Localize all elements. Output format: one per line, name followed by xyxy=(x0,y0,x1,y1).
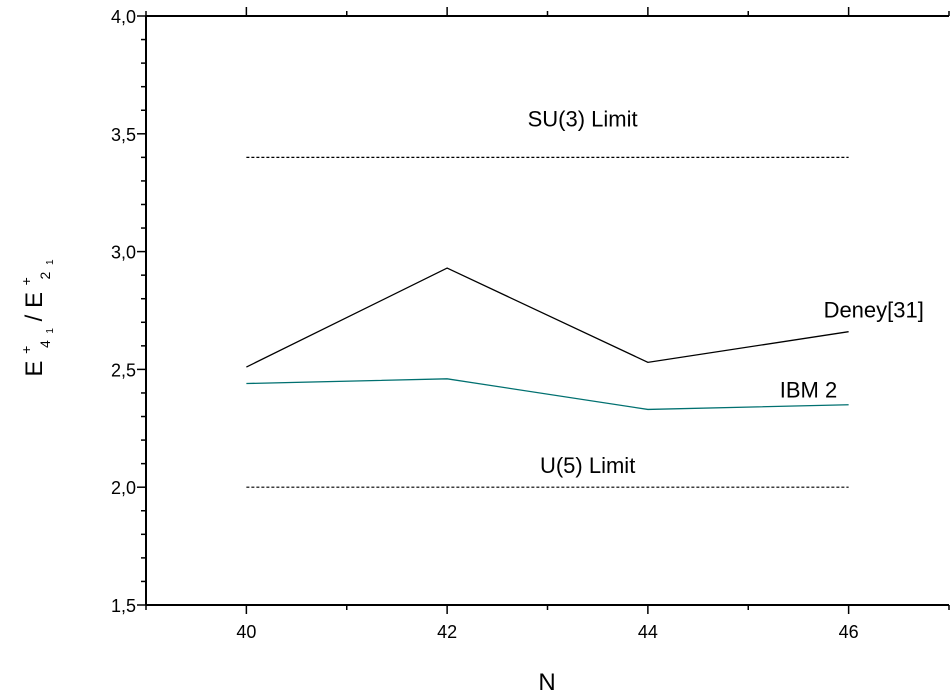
y-axis-ticks: 1,5 2,0 2,5 3,0 3,5 4,0 xyxy=(111,7,146,616)
series-line-deney-31 xyxy=(246,267,849,368)
y-title-e-den: / E xyxy=(21,292,48,321)
y-title-subsub-num: 1 xyxy=(45,328,56,334)
annotations: SU(3) Limit Deney[31] IBM 2 U(5) Limit xyxy=(528,107,924,478)
y-tick-label: 3,5 xyxy=(111,125,136,145)
annotation-label: U(5) Limit xyxy=(540,453,635,478)
y-axis-title: E + 4 1 / E + 2 1 xyxy=(10,259,59,377)
y-title-sub-den: 2 xyxy=(37,271,53,279)
y-title-sub-num: 4 xyxy=(37,340,53,348)
y-title-sup-den: + xyxy=(18,277,34,285)
x-axis-title: N xyxy=(538,669,555,696)
x-axis-ticks: 40 42 44 46 xyxy=(145,7,950,642)
y-title-sup-num: + xyxy=(18,346,34,354)
y-title-subsub-den: 1 xyxy=(45,259,56,265)
x-tick-label: 40 xyxy=(236,622,256,642)
x-tick-label: 46 xyxy=(839,622,859,642)
y-tick-label: 1,5 xyxy=(111,596,136,616)
annotation-label: IBM 2 xyxy=(780,378,837,403)
x-tick-label: 42 xyxy=(437,622,457,642)
y-title-e-num: E xyxy=(21,361,48,377)
y-tick-label: 3,0 xyxy=(111,243,136,263)
y-tick-label: 2,5 xyxy=(111,360,136,380)
annotation-label: SU(3) Limit xyxy=(528,107,638,132)
y-tick-label: 2,0 xyxy=(111,478,136,498)
svg-text:E + 4 1: E + 4 1 / E + 2 1 xyxy=(10,259,59,377)
series-line-ibm-2 xyxy=(246,378,849,411)
series-group xyxy=(246,156,849,488)
x-tick-label: 44 xyxy=(638,622,658,642)
y-tick-label: 4,0 xyxy=(111,7,136,27)
annotation-label: Deney[31] xyxy=(824,298,924,323)
